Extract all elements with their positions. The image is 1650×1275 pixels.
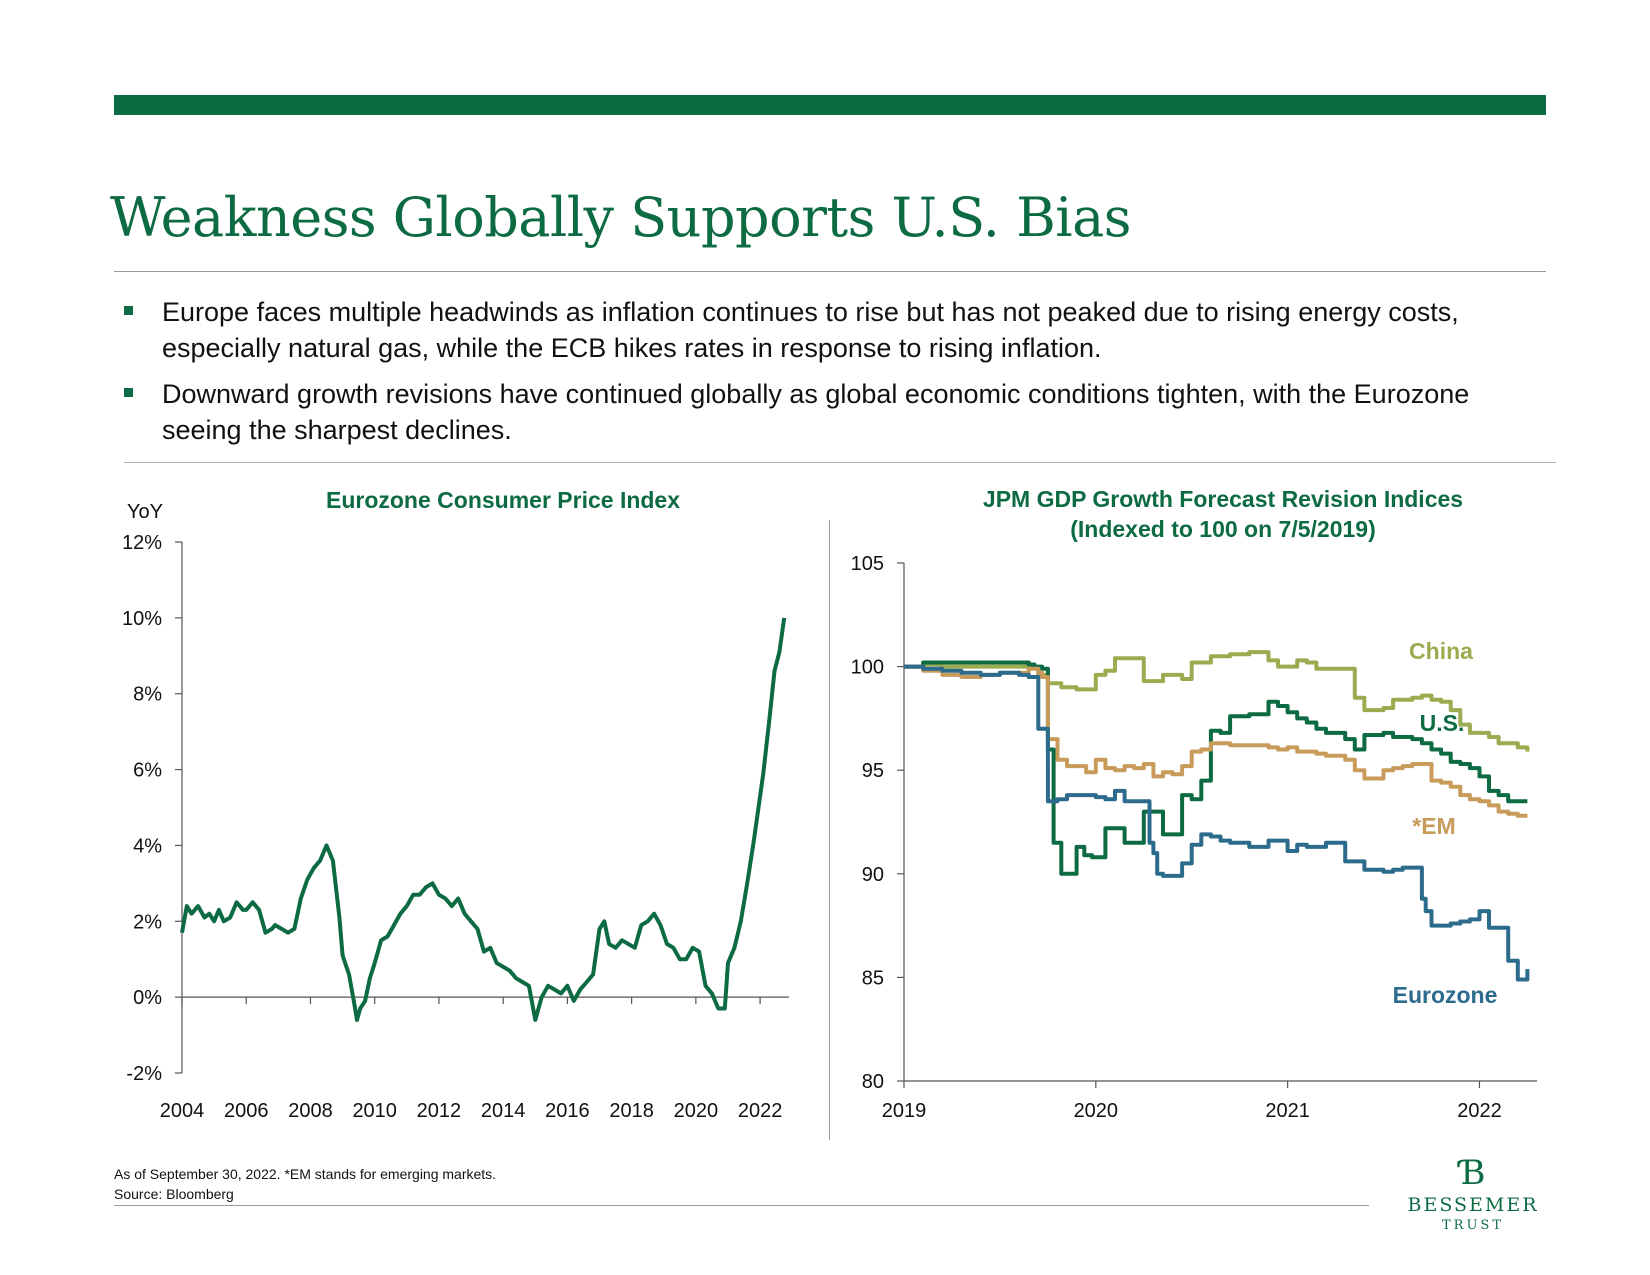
content-divider bbox=[124, 462, 1556, 463]
x-tick-label: 2019 bbox=[882, 1100, 927, 1122]
logo-name: BESSEMER bbox=[1407, 1194, 1539, 1216]
china-series-label: China bbox=[1409, 638, 1473, 664]
y-tick-label: 100 bbox=[851, 657, 884, 679]
eurozone-cpi-chart: Eurozone Consumer Price Index YoY -2% 0% 2… bbox=[122, 487, 789, 1122]
axes: -2% 0% 2% 4% 6% 8% 10% 12% 2004 2006 2008 2010 2012 2… bbox=[122, 532, 789, 1122]
bullet-square-icon bbox=[124, 388, 133, 397]
y-tick-label: 90 bbox=[862, 864, 884, 886]
x-tick-label: 2016 bbox=[545, 1100, 590, 1122]
eurozone-series-label: Eurozone bbox=[1393, 982, 1498, 1008]
page-title: Weakness Globally Supports U.S. Bias bbox=[110, 186, 1131, 249]
y-tick-label: 6% bbox=[133, 760, 162, 782]
axes: 80 85 90 95 100 105 2019 2020 2021 2022 bbox=[851, 553, 1537, 1122]
footer-divider bbox=[114, 1205, 1369, 1206]
series-lines bbox=[904, 650, 1530, 982]
logo-monogram-icon: Ɓ bbox=[1460, 1153, 1486, 1193]
title-divider bbox=[114, 271, 1546, 272]
bullet-text: Downward growth revisions have continued… bbox=[162, 379, 1470, 445]
y-tick-label: 95 bbox=[862, 760, 884, 782]
series-labels: China U.S. *EM Eurozone bbox=[1393, 638, 1498, 1008]
y-tick-label: 80 bbox=[862, 1071, 884, 1093]
y-tick-label: 85 bbox=[862, 967, 884, 989]
y-tick-label: 12% bbox=[122, 532, 162, 554]
source-line: Source: Bloomberg bbox=[114, 1186, 234, 1202]
x-tick-label: 2020 bbox=[1074, 1100, 1119, 1122]
chart-divider bbox=[829, 520, 830, 1140]
x-tick-label: 2012 bbox=[417, 1100, 462, 1122]
y-tick-label: 105 bbox=[851, 553, 884, 575]
china-series-line bbox=[904, 650, 1530, 752]
em-series-label: *EM bbox=[1412, 813, 1455, 839]
cpi-series-line bbox=[180, 617, 787, 1022]
bullet-item: Downward growth revisions have continued… bbox=[124, 376, 1544, 448]
bullet-square-icon bbox=[124, 306, 133, 315]
bullet-list: Europe faces multiple headwinds as infla… bbox=[124, 294, 1544, 458]
bullet-text: Europe faces multiple headwinds as infla… bbox=[162, 297, 1459, 363]
y-tick-label: 4% bbox=[133, 835, 162, 857]
y-tick-label: 0% bbox=[133, 987, 162, 1009]
logo-subtitle: TRUST bbox=[1442, 1218, 1504, 1233]
x-tick-label: 2018 bbox=[609, 1100, 654, 1122]
eurozone-series-line bbox=[904, 664, 1530, 982]
chart-title: Eurozone Consumer Price Index bbox=[326, 487, 680, 513]
x-tick-label: 2006 bbox=[224, 1100, 269, 1122]
x-tick-label: 2014 bbox=[481, 1100, 526, 1122]
y-tick-label: 10% bbox=[122, 608, 162, 630]
bessemer-logo: Ɓ BESSEMER TRUST bbox=[1400, 1156, 1546, 1233]
x-tick-label: 2008 bbox=[288, 1100, 333, 1122]
x-tick-label: 2022 bbox=[1457, 1100, 1502, 1122]
y-tick-label: -2% bbox=[126, 1063, 162, 1085]
us-series-line bbox=[904, 660, 1528, 876]
x-tick-label: 2010 bbox=[352, 1100, 397, 1122]
chart-title: JPM GDP Growth Forecast Revision Indices bbox=[983, 486, 1463, 512]
y-tick-label: 2% bbox=[133, 911, 162, 933]
footnote: As of September 30, 2022. *EM stands for… bbox=[114, 1164, 496, 1204]
x-tick-label: 2020 bbox=[674, 1100, 719, 1122]
x-tick-label: 2004 bbox=[160, 1100, 205, 1122]
series-lines bbox=[180, 617, 787, 1022]
x-tick-label: 2022 bbox=[738, 1100, 783, 1122]
y-tick-label: 8% bbox=[133, 684, 162, 706]
bullet-item: Europe faces multiple headwinds as infla… bbox=[124, 294, 1544, 366]
x-tick-label: 2021 bbox=[1265, 1100, 1310, 1122]
y-axis-label: YoY bbox=[127, 501, 163, 523]
header-accent-bar bbox=[114, 95, 1546, 115]
us-series-label: U.S. bbox=[1420, 710, 1465, 736]
chart-subtitle: (Indexed to 100 on 7/5/2019) bbox=[1070, 516, 1376, 542]
em-series-line bbox=[904, 664, 1528, 818]
footnote-line: As of September 30, 2022. *EM stands for… bbox=[114, 1166, 497, 1182]
